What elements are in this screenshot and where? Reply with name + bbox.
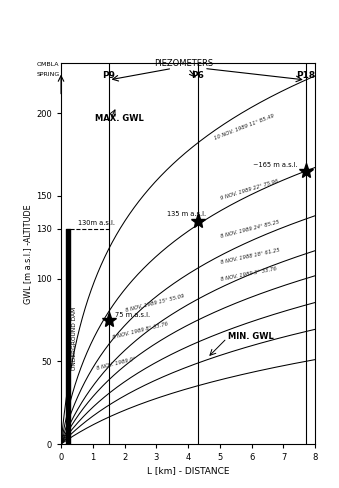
Text: MAX. GWL: MAX. GWL bbox=[95, 114, 144, 123]
Text: 130m a.s.l.: 130m a.s.l. bbox=[79, 220, 116, 225]
Text: ~165 m a.s.l.: ~165 m a.s.l. bbox=[253, 162, 298, 168]
Text: P18: P18 bbox=[296, 71, 315, 80]
Text: UNDERGROUND DAM: UNDERGROUND DAM bbox=[72, 306, 77, 370]
Text: 75 m a.s.l.: 75 m a.s.l. bbox=[115, 312, 150, 318]
Text: 8 NOV. 1989 24° 85.25: 8 NOV. 1989 24° 85.25 bbox=[220, 220, 280, 239]
Text: 135 m a.s.l.: 135 m a.s.l. bbox=[167, 211, 206, 217]
Text: P6: P6 bbox=[191, 71, 204, 80]
Y-axis label: GWL [m a.s.l.] -ALTITUDE: GWL [m a.s.l.] -ALTITUDE bbox=[23, 204, 32, 304]
Text: 9 NOV. 1989 22° 75.96: 9 NOV. 1989 22° 75.96 bbox=[220, 178, 279, 201]
Text: PIEZOMETERS: PIEZOMETERS bbox=[154, 60, 213, 68]
Text: 10 NOV. 1989 11° 85.49: 10 NOV. 1989 11° 85.49 bbox=[214, 114, 275, 141]
Text: 8 NOV. 1989 3° 33.76: 8 NOV. 1989 3° 33.76 bbox=[220, 266, 277, 282]
Text: 8 NOV. 1989 15° 55.09: 8 NOV. 1989 15° 55.09 bbox=[125, 294, 184, 313]
Text: 8 NOV. 1988 18° 61.25: 8 NOV. 1988 18° 61.25 bbox=[220, 248, 280, 265]
X-axis label: L [km] - DISTANCE: L [km] - DISTANCE bbox=[147, 466, 230, 475]
Text: MIN. GWL: MIN. GWL bbox=[228, 332, 274, 342]
Text: SPRING: SPRING bbox=[36, 72, 59, 77]
Text: 8 NOV. 1989 8° 33.76: 8 NOV. 1989 8° 33.76 bbox=[112, 321, 168, 340]
Text: OMBLA: OMBLA bbox=[37, 62, 59, 67]
Text: 8 NOV. 1989 0°: 8 NOV. 1989 0° bbox=[96, 357, 136, 371]
Text: P9: P9 bbox=[102, 71, 115, 80]
